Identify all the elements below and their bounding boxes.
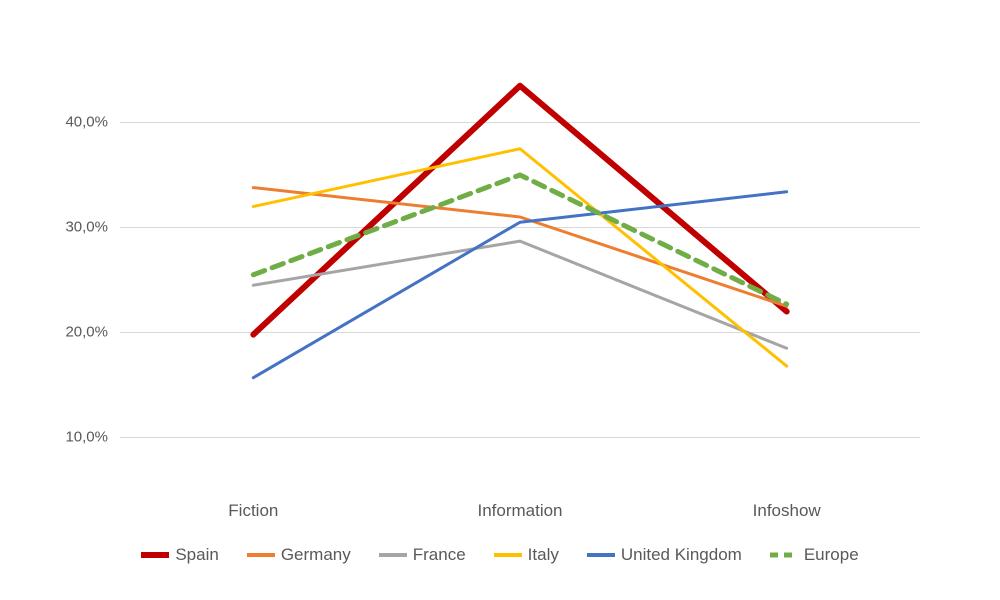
legend-swatch [141,548,169,562]
y-tick-label: 40,0% [65,113,108,130]
legend-swatch [587,548,615,562]
legend-swatch [770,548,798,562]
legend-swatch [494,548,522,562]
legend-item: France [379,545,466,565]
x-category-label: Fiction [228,501,278,520]
legend-label: Europe [804,545,859,565]
legend-swatch [379,548,407,562]
legend-item: Italy [494,545,559,565]
legend-label: Italy [528,545,559,565]
legend-swatch [247,548,275,562]
legend-label: United Kingdom [621,545,742,565]
legend-item: Europe [770,545,859,565]
y-tick-label: 30,0% [65,218,108,235]
legend-item: Germany [247,545,351,565]
legend-item: Spain [141,545,218,565]
y-tick-label: 20,0% [65,323,108,340]
x-category-label: Infoshow [753,501,822,520]
legend-label: France [413,545,466,565]
line-chart: 10,0% 20,0% 30,0% 40,0% Fiction Information In… [0,0,1000,600]
x-category-label: Information [477,501,562,520]
chart-canvas: 10,0% 20,0% 30,0% 40,0% Fiction Information In… [0,0,1000,600]
legend-label: Spain [175,545,218,565]
legend-item: United Kingdom [587,545,742,565]
y-tick-label: 10,0% [65,428,108,445]
chart-legend: Spain Germany France Italy United Kingdom Eur… [0,545,1000,567]
legend-label: Germany [281,545,351,565]
